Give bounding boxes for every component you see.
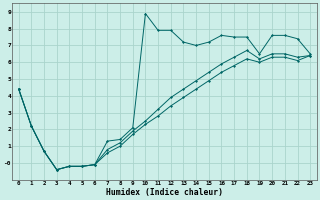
X-axis label: Humidex (Indice chaleur): Humidex (Indice chaleur) — [106, 188, 223, 197]
